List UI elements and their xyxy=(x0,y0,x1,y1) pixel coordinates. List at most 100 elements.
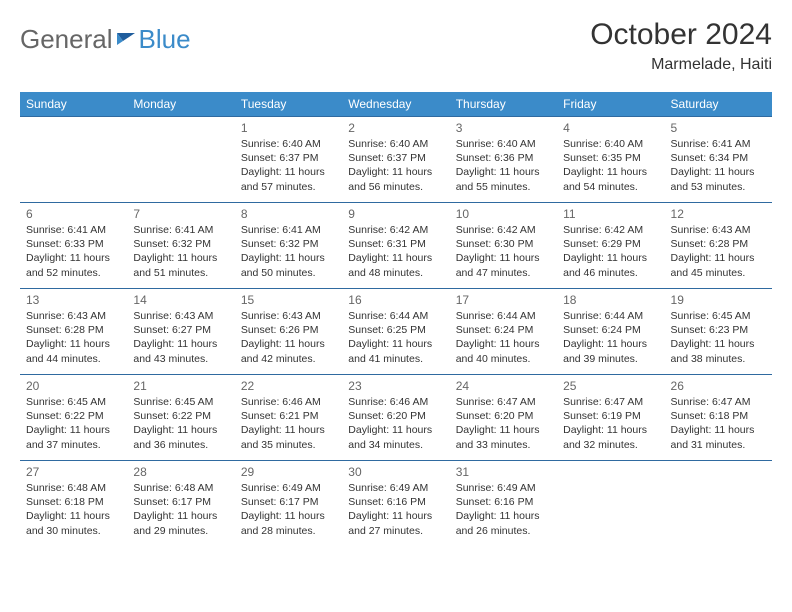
sunset-line: Sunset: 6:21 PM xyxy=(241,409,336,423)
sunrise-line: Sunrise: 6:45 AM xyxy=(133,395,228,409)
sunset-line: Sunset: 6:37 PM xyxy=(348,151,443,165)
day-number: 4 xyxy=(563,121,658,135)
sunset-line: Sunset: 6:30 PM xyxy=(456,237,551,251)
calendar-week-row: 27Sunrise: 6:48 AMSunset: 6:18 PMDayligh… xyxy=(20,461,772,547)
daylight-line: Daylight: 11 hours and 28 minutes. xyxy=(241,509,336,537)
day-number: 31 xyxy=(456,465,551,479)
sunset-line: Sunset: 6:34 PM xyxy=(671,151,766,165)
calendar-day-cell: 19Sunrise: 6:45 AMSunset: 6:23 PMDayligh… xyxy=(665,289,772,375)
sunset-line: Sunset: 6:24 PM xyxy=(456,323,551,337)
sunrise-line: Sunrise: 6:48 AM xyxy=(26,481,121,495)
sunrise-line: Sunrise: 6:40 AM xyxy=(241,137,336,151)
daylight-line: Daylight: 11 hours and 56 minutes. xyxy=(348,165,443,193)
daylight-line: Daylight: 11 hours and 50 minutes. xyxy=(241,251,336,279)
calendar-day-cell: 18 Sunrise: 6:44 AMSunset: 6:24 PMDayligh… xyxy=(557,289,664,375)
calendar-week-row: 13Sunrise: 6:43 AMSunset: 6:28 PMDayligh… xyxy=(20,289,772,375)
sunset-line: Sunset: 6:33 PM xyxy=(26,237,121,251)
sunrise-line: Sunrise: 6:44 AM xyxy=(348,309,443,323)
day-number: 22 xyxy=(241,379,336,393)
calendar-day-cell: 14Sunrise: 6:43 AMSunset: 6:27 PMDayligh… xyxy=(127,289,234,375)
calendar-day-cell: 25Sunrise: 6:47 AMSunset: 6:19 PMDayligh… xyxy=(557,375,664,461)
day-number: 29 xyxy=(241,465,336,479)
calendar-day-cell: 10Sunrise: 6:42 AMSunset: 6:30 PMDayligh… xyxy=(450,203,557,289)
day-number: 14 xyxy=(133,293,228,307)
day-number: 15 xyxy=(241,293,336,307)
day-number: 16 xyxy=(348,293,443,307)
day-number: 1 xyxy=(241,121,336,135)
sunset-line: Sunset: 6:16 PM xyxy=(456,495,551,509)
sunrise-line: Sunrise: 6:47 AM xyxy=(671,395,766,409)
sunrise-line: Sunrise: 6:49 AM xyxy=(456,481,551,495)
sunrise-line: Sunrise: 6:44 AM xyxy=(563,309,658,323)
day-number: 8 xyxy=(241,207,336,221)
calendar-body: 1Sunrise: 6:40 AMSunset: 6:37 PMDaylight… xyxy=(20,117,772,547)
sunrise-line: Sunrise: 6:42 AM xyxy=(456,223,551,237)
calendar-day-cell: 13 Sunrise: 6:43 AMSunset: 6:28 PMDayligh… xyxy=(20,289,127,375)
calendar-day-cell: 6Sunrise: 6:41 AMSunset: 6:33 PMDaylight… xyxy=(20,203,127,289)
calendar-day-cell: 2Sunrise: 6:40 AMSunset: 6:37 PMDaylight… xyxy=(342,117,449,203)
day-number: 11 xyxy=(563,207,658,221)
sunset-line: Sunset: 6:24 PM xyxy=(563,323,658,337)
sunrise-line: Sunrise: 6:43 AM xyxy=(26,309,121,323)
sunrise-line: Sunrise: 6:40 AM xyxy=(348,137,443,151)
sunrise-line: Sunrise: 6:47 AM xyxy=(456,395,551,409)
calendar-day-cell xyxy=(20,117,127,203)
sunset-line: Sunset: 6:18 PM xyxy=(671,409,766,423)
calendar-week-row: 20Sunrise: 6:45 AMSunset: 6:22 PMDayligh… xyxy=(20,375,772,461)
sunrise-line: Sunrise: 6:46 AM xyxy=(241,395,336,409)
daylight-line: Daylight: 11 hours and 44 minutes. xyxy=(26,337,121,365)
sunrise-line: Sunrise: 6:42 AM xyxy=(563,223,658,237)
sunset-line: Sunset: 6:28 PM xyxy=(671,237,766,251)
sunrise-line: Sunrise: 6:43 AM xyxy=(133,309,228,323)
sunset-line: Sunset: 6:22 PM xyxy=(133,409,228,423)
calendar-day-cell: 4Sunrise: 6:40 AMSunset: 6:35 PMDaylight… xyxy=(557,117,664,203)
calendar-day-cell: 21 Sunrise: 6:45 AMSunset: 6:22 PMDayligh… xyxy=(127,375,234,461)
calendar-day-cell xyxy=(557,461,664,547)
sunset-line: Sunset: 6:20 PM xyxy=(456,409,551,423)
day-header: Friday xyxy=(557,92,664,117)
day-header: Saturday xyxy=(665,92,772,117)
day-number: 25 xyxy=(563,379,658,393)
day-header: Monday xyxy=(127,92,234,117)
sunset-line: Sunset: 6:19 PM xyxy=(563,409,658,423)
calendar-day-cell: 26Sunrise: 6:47 AMSunset: 6:18 PMDayligh… xyxy=(665,375,772,461)
daylight-line: Daylight: 11 hours and 37 minutes. xyxy=(26,423,121,451)
calendar-day-cell: 20Sunrise: 6:45 AMSunset: 6:22 PMDayligh… xyxy=(20,375,127,461)
daylight-line: Daylight: 11 hours and 55 minutes. xyxy=(456,165,551,193)
calendar-week-row: 6Sunrise: 6:41 AMSunset: 6:33 PMDaylight… xyxy=(20,203,772,289)
sunrise-line: Sunrise: 6:41 AM xyxy=(26,223,121,237)
location-label: Marmelade, Haiti xyxy=(590,56,772,74)
sunrise-line: Sunrise: 6:42 AM xyxy=(348,223,443,237)
sunset-line: Sunset: 6:37 PM xyxy=(241,151,336,165)
daylight-line: Daylight: 11 hours and 35 minutes. xyxy=(241,423,336,451)
daylight-line: Daylight: 11 hours and 45 minutes. xyxy=(671,251,766,279)
day-number: 13 xyxy=(26,293,121,307)
sunrise-line: Sunrise: 6:45 AM xyxy=(671,309,766,323)
sunset-line: Sunset: 6:27 PM xyxy=(133,323,228,337)
sunrise-line: Sunrise: 6:49 AM xyxy=(241,481,336,495)
day-number: 21 xyxy=(133,379,228,393)
calendar-day-cell: 16Sunrise: 6:44 AMSunset: 6:25 PMDayligh… xyxy=(342,289,449,375)
sunset-line: Sunset: 6:28 PM xyxy=(26,323,121,337)
daylight-line: Daylight: 11 hours and 42 minutes. xyxy=(241,337,336,365)
sunset-line: Sunset: 6:23 PM xyxy=(671,323,766,337)
calendar-day-cell: 23Sunrise: 6:46 AMSunset: 6:20 PMDayligh… xyxy=(342,375,449,461)
daylight-line: Daylight: 11 hours and 36 minutes. xyxy=(133,423,228,451)
calendar-day-cell: 31Sunrise: 6:49 AMSunset: 6:16 PMDayligh… xyxy=(450,461,557,547)
sunrise-line: Sunrise: 6:46 AM xyxy=(348,395,443,409)
calendar-day-cell: 15Sunrise: 6:43 AMSunset: 6:26 PMDayligh… xyxy=(235,289,342,375)
sunrise-line: Sunrise: 6:44 AM xyxy=(456,309,551,323)
calendar-day-cell: 27Sunrise: 6:48 AMSunset: 6:18 PMDayligh… xyxy=(20,461,127,547)
daylight-line: Daylight: 11 hours and 47 minutes. xyxy=(456,251,551,279)
daylight-line: Daylight: 11 hours and 51 minutes. xyxy=(133,251,228,279)
day-number: 18 xyxy=(563,293,658,307)
day-number: 19 xyxy=(671,293,766,307)
calendar-day-cell xyxy=(127,117,234,203)
day-number: 24 xyxy=(456,379,551,393)
day-number: 27 xyxy=(26,465,121,479)
daylight-line: Daylight: 11 hours and 39 minutes. xyxy=(563,337,658,365)
calendar-table: SundayMondayTuesdayWednesdayThursdayFrid… xyxy=(20,92,772,547)
sunset-line: Sunset: 6:22 PM xyxy=(26,409,121,423)
calendar-day-cell: 5Sunrise: 6:41 AMSunset: 6:34 PMDaylight… xyxy=(665,117,772,203)
daylight-line: Daylight: 11 hours and 27 minutes. xyxy=(348,509,443,537)
